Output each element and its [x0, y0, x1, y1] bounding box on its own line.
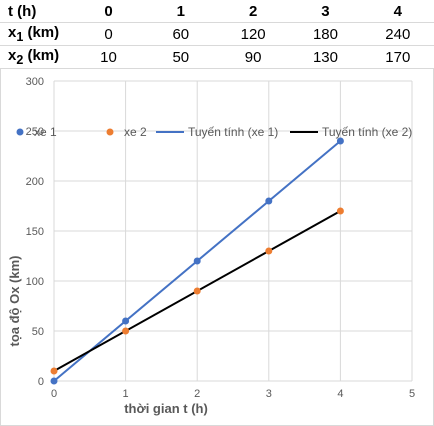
y-tick-label: 200: [26, 176, 44, 188]
x-tick-label: 1: [123, 388, 129, 400]
data-point: [193, 287, 201, 295]
data-point: [336, 137, 344, 145]
table-cell: 0: [72, 22, 145, 46]
y-tick-label: 300: [26, 76, 44, 88]
table-header-cell: 0: [72, 0, 145, 23]
table-cell: 10: [100, 48, 117, 66]
x-tick-label: 2: [194, 388, 200, 400]
data-point: [122, 327, 130, 335]
x-tick-label: 5: [409, 388, 415, 400]
table-cell: 180: [289, 22, 362, 46]
y-tick-label: 0: [38, 376, 44, 388]
data-table: t (h) 0 1 2 3 4 x1 (km) 0 60 120 180 240…: [0, 0, 434, 68]
y-tick-label: 50: [32, 326, 44, 338]
row-label-x1: x1 (km): [0, 22, 73, 46]
x-axis-title: thời gian t (h): [124, 401, 208, 416]
data-point: [265, 197, 273, 205]
data-point: [336, 207, 344, 215]
table-header-row: t (h) 0 1 2 3 4: [0, 0, 434, 23]
data-point: [122, 317, 130, 325]
legend-marker: [106, 128, 114, 136]
table-header-cell: 4: [361, 0, 434, 23]
table-header-cell: 1: [144, 0, 217, 23]
x-tick-label: 0: [51, 388, 57, 400]
data-points: [50, 137, 344, 385]
table-cell: 60: [144, 22, 217, 46]
table-cell: 90: [244, 48, 262, 66]
table-cell: 130: [312, 48, 338, 66]
table-header-label: t (h): [0, 0, 73, 23]
table-header-cell: 2: [216, 0, 290, 23]
data-point: [193, 257, 201, 265]
legend-marker: [16, 128, 24, 136]
table-header-cell: 3: [289, 0, 362, 23]
table-row: x1 (km) 0 60 120 180 240: [0, 22, 434, 46]
table-row: x2 (km) 10 50 90 130 170: [0, 46, 434, 69]
table-cell: 170: [385, 48, 411, 66]
table-cell: 50: [172, 48, 190, 66]
row-label-x2: x2 (km): [8, 47, 60, 67]
y-tick-label: 100: [26, 276, 44, 288]
data-point: [50, 367, 58, 375]
data-point: [50, 377, 58, 385]
legend-label: Tuyến tính (xe 1): [188, 125, 278, 139]
legend-label: xe 1: [34, 125, 57, 139]
y-axis-title: tọa độ Ox (km): [7, 255, 22, 346]
y-tick-label: 250: [26, 126, 44, 138]
table-cell: 240: [361, 22, 434, 46]
data-point: [265, 247, 273, 255]
table-cell: 120: [216, 22, 290, 46]
legend-label: Tuyến tính (xe 2): [322, 125, 412, 139]
x-tick-label: 3: [266, 388, 272, 400]
legend-label: xe 2: [124, 125, 147, 139]
y-tick-label: 150: [26, 226, 44, 238]
legend: xe 1 xe 2 Tuyến tính (xe 1) Tuyến tính (xe …: [16, 125, 412, 139]
x-tick-label: 4: [337, 388, 343, 400]
